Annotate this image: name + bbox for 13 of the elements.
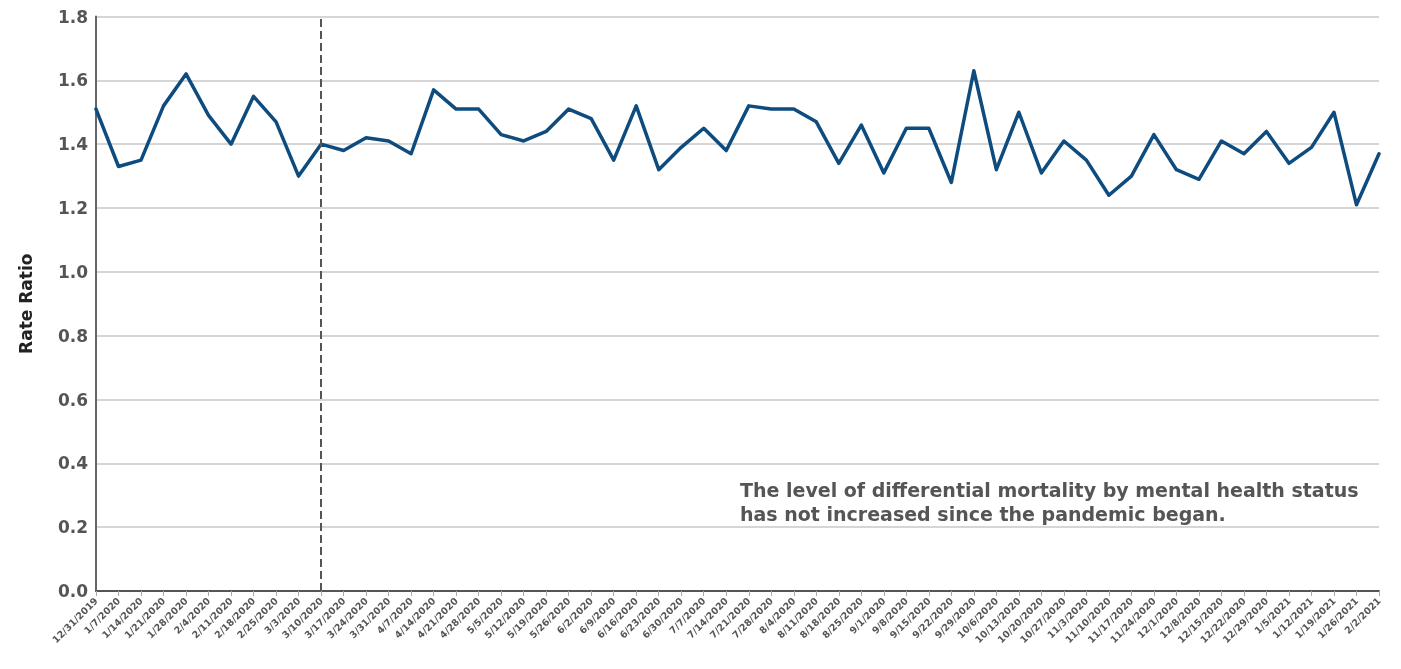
y-tick-label: 1.2 — [57, 198, 88, 218]
y-tick-label: 0.8 — [57, 325, 88, 346]
y-tick-label: 1.4 — [57, 134, 89, 155]
y-axis-title: Rate Ratio — [15, 253, 36, 354]
y-tick-label: 1.8 — [57, 6, 88, 27]
y-tick-label: 0.2 — [57, 517, 88, 538]
line-series — [94, 69, 1381, 207]
y-tick-label: 0.0 — [57, 581, 89, 601]
y-tick-label: 0.6 — [57, 389, 88, 410]
y-tick-label: 1.6 — [57, 70, 88, 91]
annotation: The level of differential mortality by mental health status has not increased since the pandemic began. — [740, 479, 1359, 525]
y-tick-label: 1.0 — [57, 261, 89, 282]
y-tick-label: 0.4 — [57, 453, 89, 474]
